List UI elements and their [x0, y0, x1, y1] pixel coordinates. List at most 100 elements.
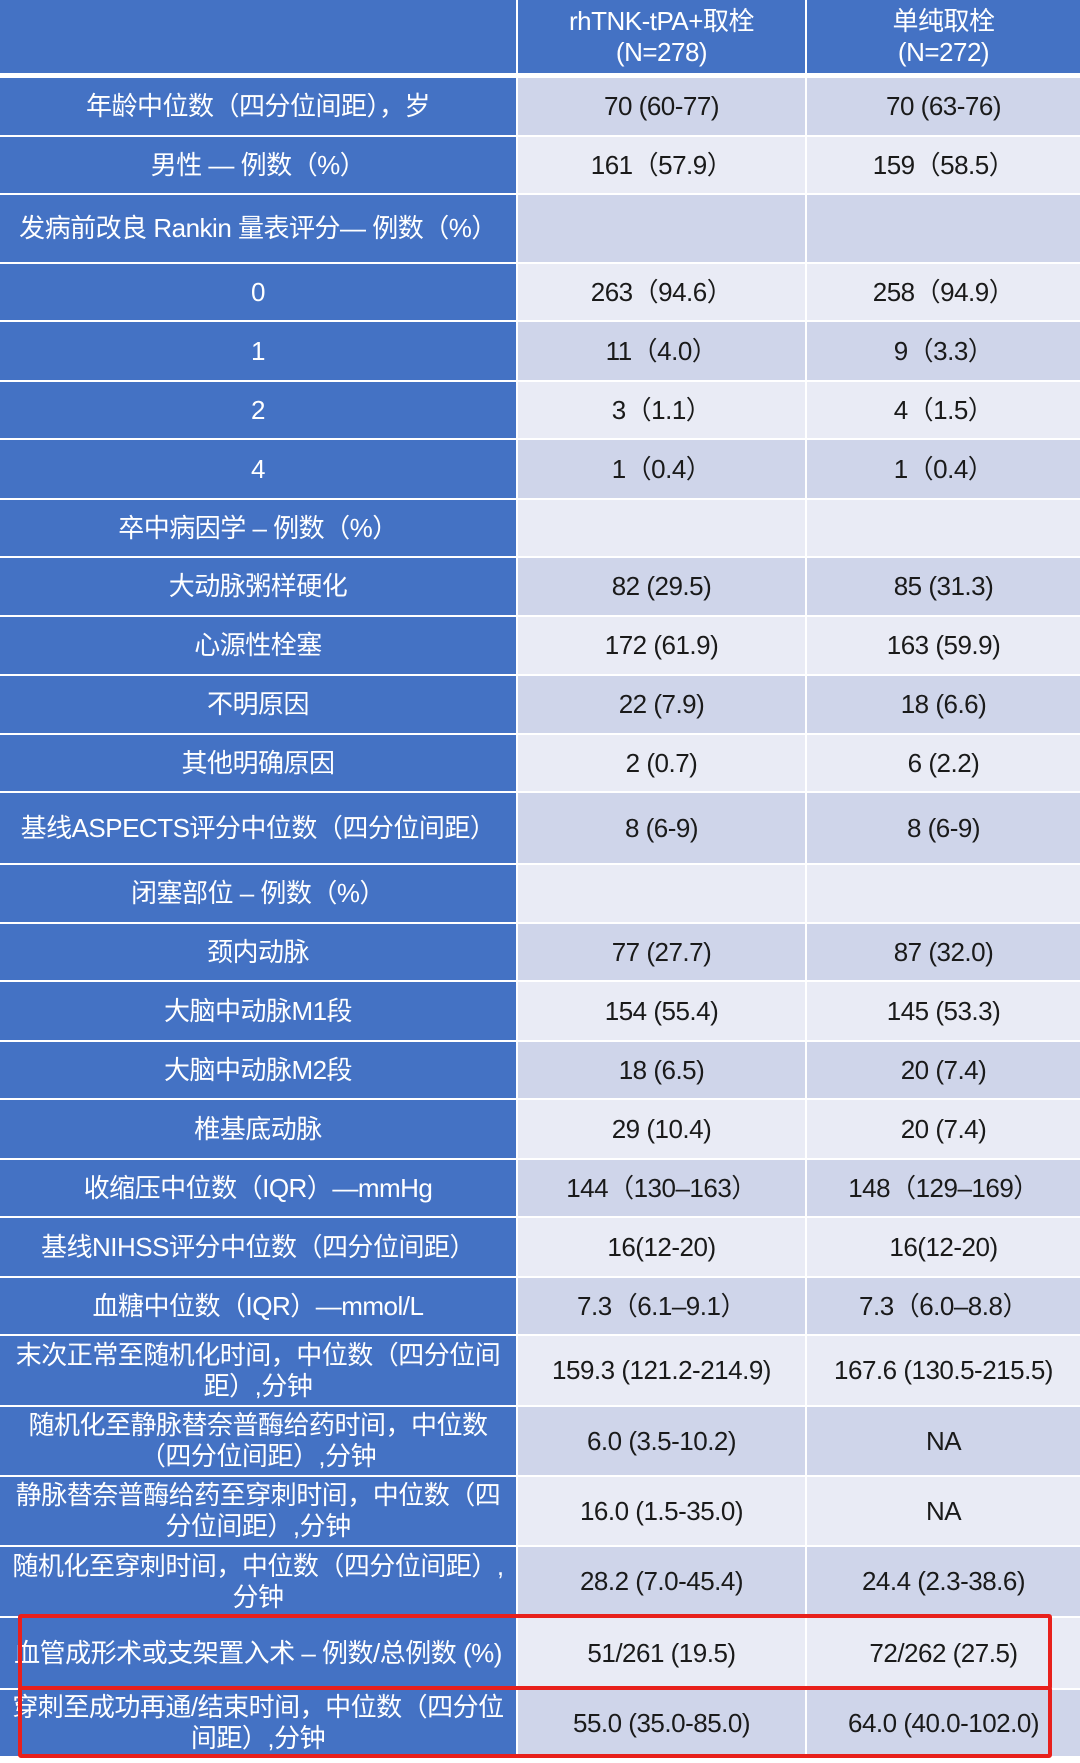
- rhtnk-value: [518, 500, 805, 556]
- thrombectomy-alone-value: 159（58.5）: [807, 137, 1080, 193]
- rhtnk-value: 28.2 (7.0-45.4): [518, 1547, 805, 1616]
- row-label: 男性 — 例数（%）: [0, 137, 516, 193]
- row-label: 颈内动脉: [0, 924, 516, 980]
- table-row: 血管成形术或支架置入术 – 例数/总例数 (%) 51/261 (19.5) 72/…: [0, 1618, 1080, 1688]
- thrombectomy-alone-value: 64.0 (40.0-102.0): [807, 1690, 1080, 1756]
- thrombectomy-alone-value: [807, 865, 1080, 922]
- row-label: 发病前改良 Rankin 量表评分— 例数（%）: [0, 195, 516, 262]
- table-row: 1 11（4.0） 9（3.3）: [0, 322, 1080, 380]
- rhtnk-value: 2 (0.7): [518, 735, 805, 791]
- table-row: 0 263（94.6） 258（94.9）: [0, 264, 1080, 320]
- thrombectomy-alone-value: 8 (6-9): [807, 793, 1080, 863]
- thrombectomy-alone-value: 148（129–169）: [807, 1160, 1080, 1216]
- rhtnk-value: 22 (7.9): [518, 676, 805, 733]
- table-row: 大脑中动脉M1段 154 (55.4) 145 (53.3): [0, 982, 1080, 1040]
- thrombectomy-alone-value: 20 (7.4): [807, 1042, 1080, 1098]
- row-label: 年龄中位数（四分位间距），岁: [0, 78, 516, 135]
- thrombectomy-alone-value: [807, 500, 1080, 556]
- thrombectomy-alone-value: 1（0.4）: [807, 440, 1080, 498]
- table-row: 血糖中位数（IQR）—mmol/L 7.3（6.1–9.1） 7.3（6.0–8.8…: [0, 1278, 1080, 1334]
- row-label: 血管成形术或支架置入术 – 例数/总例数 (%): [0, 1618, 516, 1688]
- row-label: 大脑中动脉M1段: [0, 982, 516, 1040]
- row-label: 卒中病因学 – 例数（%）: [0, 500, 516, 556]
- thrombectomy-alone-value: 6 (2.2): [807, 735, 1080, 791]
- table-row: 基线NIHSS评分中位数（四分位间距） 16(12-20) 16(12-20): [0, 1218, 1080, 1276]
- rhtnk-value: 3（1.1）: [518, 382, 805, 438]
- thrombectomy-alone-value: 258（94.9）: [807, 264, 1080, 320]
- row-label: 椎基底动脉: [0, 1100, 516, 1158]
- rhtnk-value: 161（57.9）: [518, 137, 805, 193]
- table-row: 卒中病因学 – 例数（%）: [0, 500, 1080, 556]
- row-label: 其他明确原因: [0, 735, 516, 791]
- rhtnk-value: 70 (60-77): [518, 78, 805, 135]
- table-header: rhTNK-tPA+取栓 (N=278) 单纯取栓 (N=272): [0, 0, 1080, 73]
- thrombectomy-alone-value: 72/262 (27.5): [807, 1618, 1080, 1688]
- rhtnk-value: 144（130–163）: [518, 1160, 805, 1216]
- table-row: 随机化至静脉替奈普酶给药时间，中位数（四分位间距）,分钟 6.0 (3.5-10.…: [0, 1407, 1080, 1475]
- table-row: 椎基底动脉 29 (10.4) 20 (7.4): [0, 1100, 1080, 1158]
- header-rhtnk-thrombectomy: rhTNK-tPA+取栓 (N=278): [518, 0, 805, 73]
- rhtnk-value: [518, 195, 805, 262]
- table-row: 心源性栓塞 172 (61.9) 163 (59.9): [0, 617, 1080, 674]
- thrombectomy-alone-value: 16(12-20): [807, 1218, 1080, 1276]
- table-row: 男性 — 例数（%） 161（57.9） 159（58.5）: [0, 137, 1080, 193]
- rhtnk-value: 11（4.0）: [518, 322, 805, 380]
- rhtnk-value: 77 (27.7): [518, 924, 805, 980]
- row-label: 不明原因: [0, 676, 516, 733]
- thrombectomy-alone-value: 163 (59.9): [807, 617, 1080, 674]
- row-label: 基线NIHSS评分中位数（四分位间距）: [0, 1218, 516, 1276]
- row-label: 末次正常至随机化时间，中位数（四分位间距）,分钟: [0, 1336, 516, 1405]
- table-row: 收缩压中位数（IQR）—mmHg 144（130–163） 148（129–169）: [0, 1160, 1080, 1216]
- rhtnk-value: 7.3（6.1–9.1）: [518, 1278, 805, 1334]
- rhtnk-value: 16(12-20): [518, 1218, 805, 1276]
- row-label: 心源性栓塞: [0, 617, 516, 674]
- row-label: 4: [0, 440, 516, 498]
- row-label: 穿刺至成功再通/结束时间，中位数（四分位间距）,分钟: [0, 1690, 516, 1756]
- thrombectomy-alone-value: 145 (53.3): [807, 982, 1080, 1040]
- header-thrombectomy-alone: 单纯取栓 (N=272): [807, 0, 1080, 73]
- table-row: 2 3（1.1） 4（1.5）: [0, 382, 1080, 438]
- row-label: 随机化至穿刺时间，中位数（四分位间距）,分钟: [0, 1547, 516, 1616]
- table-row: 穿刺至成功再通/结束时间，中位数（四分位间距）,分钟 55.0 (35.0-85.…: [0, 1690, 1080, 1756]
- table-row: 大脑中动脉M2段 18 (6.5) 20 (7.4): [0, 1042, 1080, 1098]
- header-empty: [0, 0, 516, 73]
- rhtnk-value: 8 (6-9): [518, 793, 805, 863]
- row-label: 静脉替奈普酶给药至穿刺时间，中位数（四分位间距）,分钟: [0, 1477, 516, 1545]
- thrombectomy-alone-value: NA: [807, 1477, 1080, 1545]
- row-label: 2: [0, 382, 516, 438]
- table-row: 静脉替奈普酶给药至穿刺时间，中位数（四分位间距）,分钟 16.0 (1.5-35.…: [0, 1477, 1080, 1545]
- table-row: 其他明确原因 2 (0.7) 6 (2.2): [0, 735, 1080, 791]
- highlight-box: [18, 1686, 1052, 1758]
- thrombectomy-alone-value: 85 (31.3): [807, 558, 1080, 615]
- table-row: 颈内动脉 77 (27.7) 87 (32.0): [0, 924, 1080, 980]
- row-label: 闭塞部位 – 例数（%）: [0, 865, 516, 922]
- table-row: 末次正常至随机化时间，中位数（四分位间距）,分钟 159.3 (121.2-214…: [0, 1336, 1080, 1405]
- rhtnk-value: 51/261 (19.5): [518, 1618, 805, 1688]
- rhtnk-value: 172 (61.9): [518, 617, 805, 674]
- rhtnk-value: 29 (10.4): [518, 1100, 805, 1158]
- row-label: 大脑中动脉M2段: [0, 1042, 516, 1098]
- rhtnk-value: 1（0.4）: [518, 440, 805, 498]
- row-label: 1: [0, 322, 516, 380]
- thrombectomy-alone-value: 9（3.3）: [807, 322, 1080, 380]
- rhtnk-value: 55.0 (35.0-85.0): [518, 1690, 805, 1756]
- table-row: 基线ASPECTS评分中位数（四分位间距） 8 (6-9) 8 (6-9): [0, 793, 1080, 863]
- rhtnk-value: 16.0 (1.5-35.0): [518, 1477, 805, 1545]
- thrombectomy-alone-value: 18 (6.6): [807, 676, 1080, 733]
- rhtnk-value: 159.3 (121.2-214.9): [518, 1336, 805, 1405]
- row-label: 随机化至静脉替奈普酶给药时间，中位数（四分位间距）,分钟: [0, 1407, 516, 1475]
- thrombectomy-alone-value: [807, 195, 1080, 262]
- thrombectomy-alone-value: 70 (63-76): [807, 78, 1080, 135]
- thrombectomy-alone-value: 87 (32.0): [807, 924, 1080, 980]
- rhtnk-value: 82 (29.5): [518, 558, 805, 615]
- rhtnk-value: 18 (6.5): [518, 1042, 805, 1098]
- table-row: 不明原因 22 (7.9) 18 (6.6): [0, 676, 1080, 733]
- table-row: 发病前改良 Rankin 量表评分— 例数（%）: [0, 195, 1080, 262]
- table-row: 闭塞部位 – 例数（%）: [0, 865, 1080, 922]
- rhtnk-value: 6.0 (3.5-10.2): [518, 1407, 805, 1475]
- thrombectomy-alone-value: 167.6 (130.5-215.5): [807, 1336, 1080, 1405]
- row-label: 基线ASPECTS评分中位数（四分位间距）: [0, 793, 516, 863]
- table-row: 年龄中位数（四分位间距），岁 70 (60-77) 70 (63-76): [0, 78, 1080, 135]
- thrombectomy-alone-value: NA: [807, 1407, 1080, 1475]
- thrombectomy-alone-value: 4（1.5）: [807, 382, 1080, 438]
